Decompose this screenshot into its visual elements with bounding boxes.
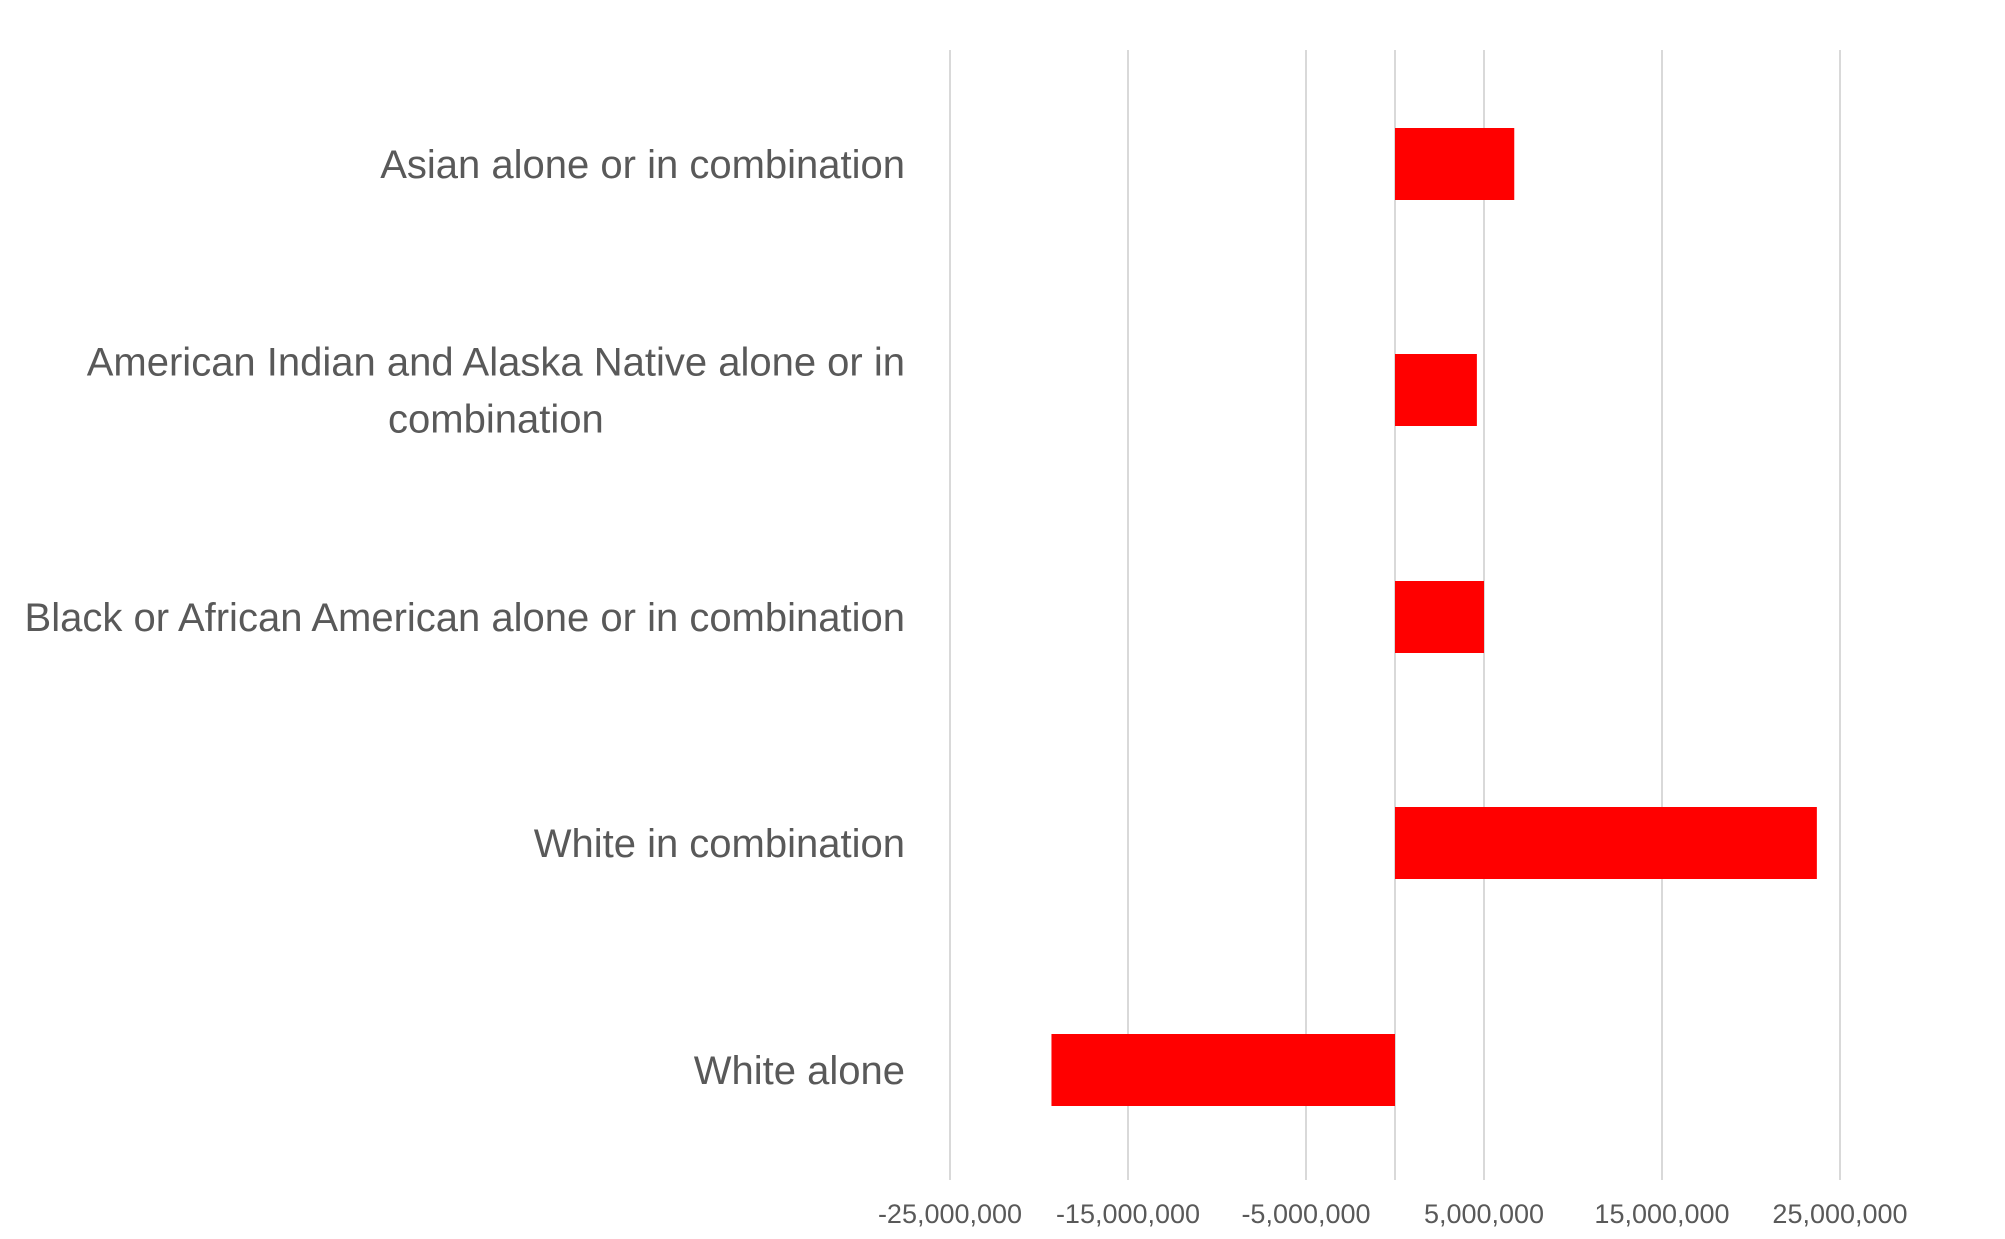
bar <box>1395 807 1817 879</box>
bars <box>1051 128 1817 1106</box>
bar <box>1395 128 1515 200</box>
bar <box>1395 581 1484 653</box>
x-tick-label: 15,000,000 <box>1594 1199 1729 1229</box>
gridlines <box>949 50 1841 1180</box>
category-label: Asian alone or in combination <box>380 143 905 187</box>
x-tick-label: -5,000,000 <box>1241 1199 1370 1229</box>
x-tick-label: 5,000,000 <box>1424 1199 1544 1229</box>
category-label: White in combination <box>534 822 905 866</box>
category-label: White alone <box>694 1049 905 1093</box>
x-axis-tick-labels: -25,000,000 -15,000,000 -5,000,000 5,000,00… <box>878 1199 1908 1229</box>
category-labels: Asian alone or in combination American In… <box>25 143 905 1093</box>
category-label: American Indian and Alaska Native alone … <box>87 341 905 442</box>
bar <box>1395 354 1477 426</box>
x-tick-label: -25,000,000 <box>878 1199 1022 1229</box>
category-label: Black or African American alone or in co… <box>25 596 905 640</box>
x-tick-label: 25,000,000 <box>1772 1199 1907 1229</box>
x-tick-label: -15,000,000 <box>1056 1199 1200 1229</box>
bar <box>1051 1034 1395 1106</box>
